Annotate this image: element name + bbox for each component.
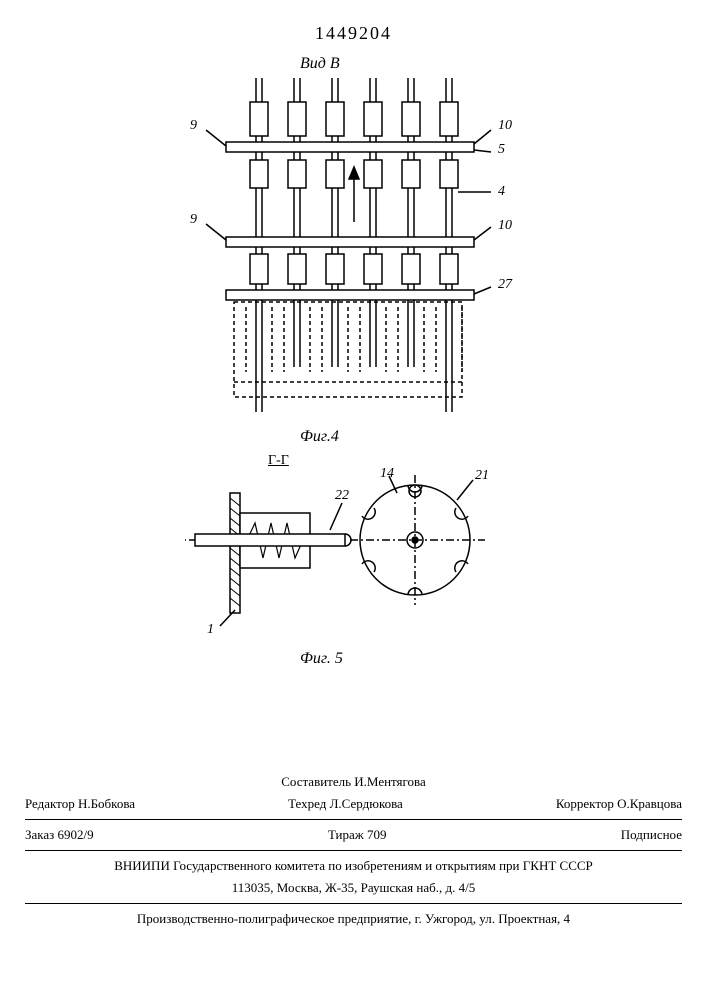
fig4-label: Фиг.4 bbox=[300, 428, 339, 446]
editor: Редактор Н.Бобкова bbox=[25, 796, 135, 812]
press: Производственно-полиграфическое предприя… bbox=[25, 908, 682, 930]
tirazh: Тираж 709 bbox=[328, 827, 387, 843]
order: Заказ 6902/9 bbox=[25, 827, 94, 843]
corrector: Корректор О.Кравцова bbox=[556, 796, 682, 812]
callout-14: 14 bbox=[380, 466, 394, 482]
callout-27: 27 bbox=[498, 277, 512, 293]
fig4-diagram bbox=[186, 72, 526, 422]
patent-number: 1449204 bbox=[0, 23, 707, 44]
callout-10b: 10 bbox=[498, 218, 512, 234]
techred: Техред Л.Сердюкова bbox=[288, 796, 403, 812]
callout-4: 4 bbox=[498, 184, 505, 200]
compiler: Составитель И.Ментягова bbox=[25, 771, 682, 793]
callout-5: 5 bbox=[498, 142, 505, 158]
patent-page: 1449204 Вид В bbox=[0, 0, 707, 1000]
callout-10a: 10 bbox=[498, 118, 512, 134]
callout-9b: 9 bbox=[190, 212, 197, 228]
signed: Подписное bbox=[621, 827, 682, 843]
org1: ВНИИПИ Государственного комитета по изоб… bbox=[25, 855, 682, 877]
fig5-diagram bbox=[175, 468, 535, 658]
fig5-section: Г-Г bbox=[268, 453, 289, 469]
fig4-title: Вид В bbox=[300, 55, 340, 73]
callout-21: 21 bbox=[475, 468, 489, 484]
footer-block: Составитель И.Ментягова Редактор Н.Бобко… bbox=[25, 771, 682, 930]
org2: 113035, Москва, Ж-35, Раушская наб., д. … bbox=[25, 877, 682, 899]
callout-1: 1 bbox=[207, 622, 214, 638]
fig5-label: Фиг. 5 bbox=[300, 650, 343, 668]
callout-9a: 9 bbox=[190, 118, 197, 134]
callout-22: 22 bbox=[335, 488, 349, 504]
